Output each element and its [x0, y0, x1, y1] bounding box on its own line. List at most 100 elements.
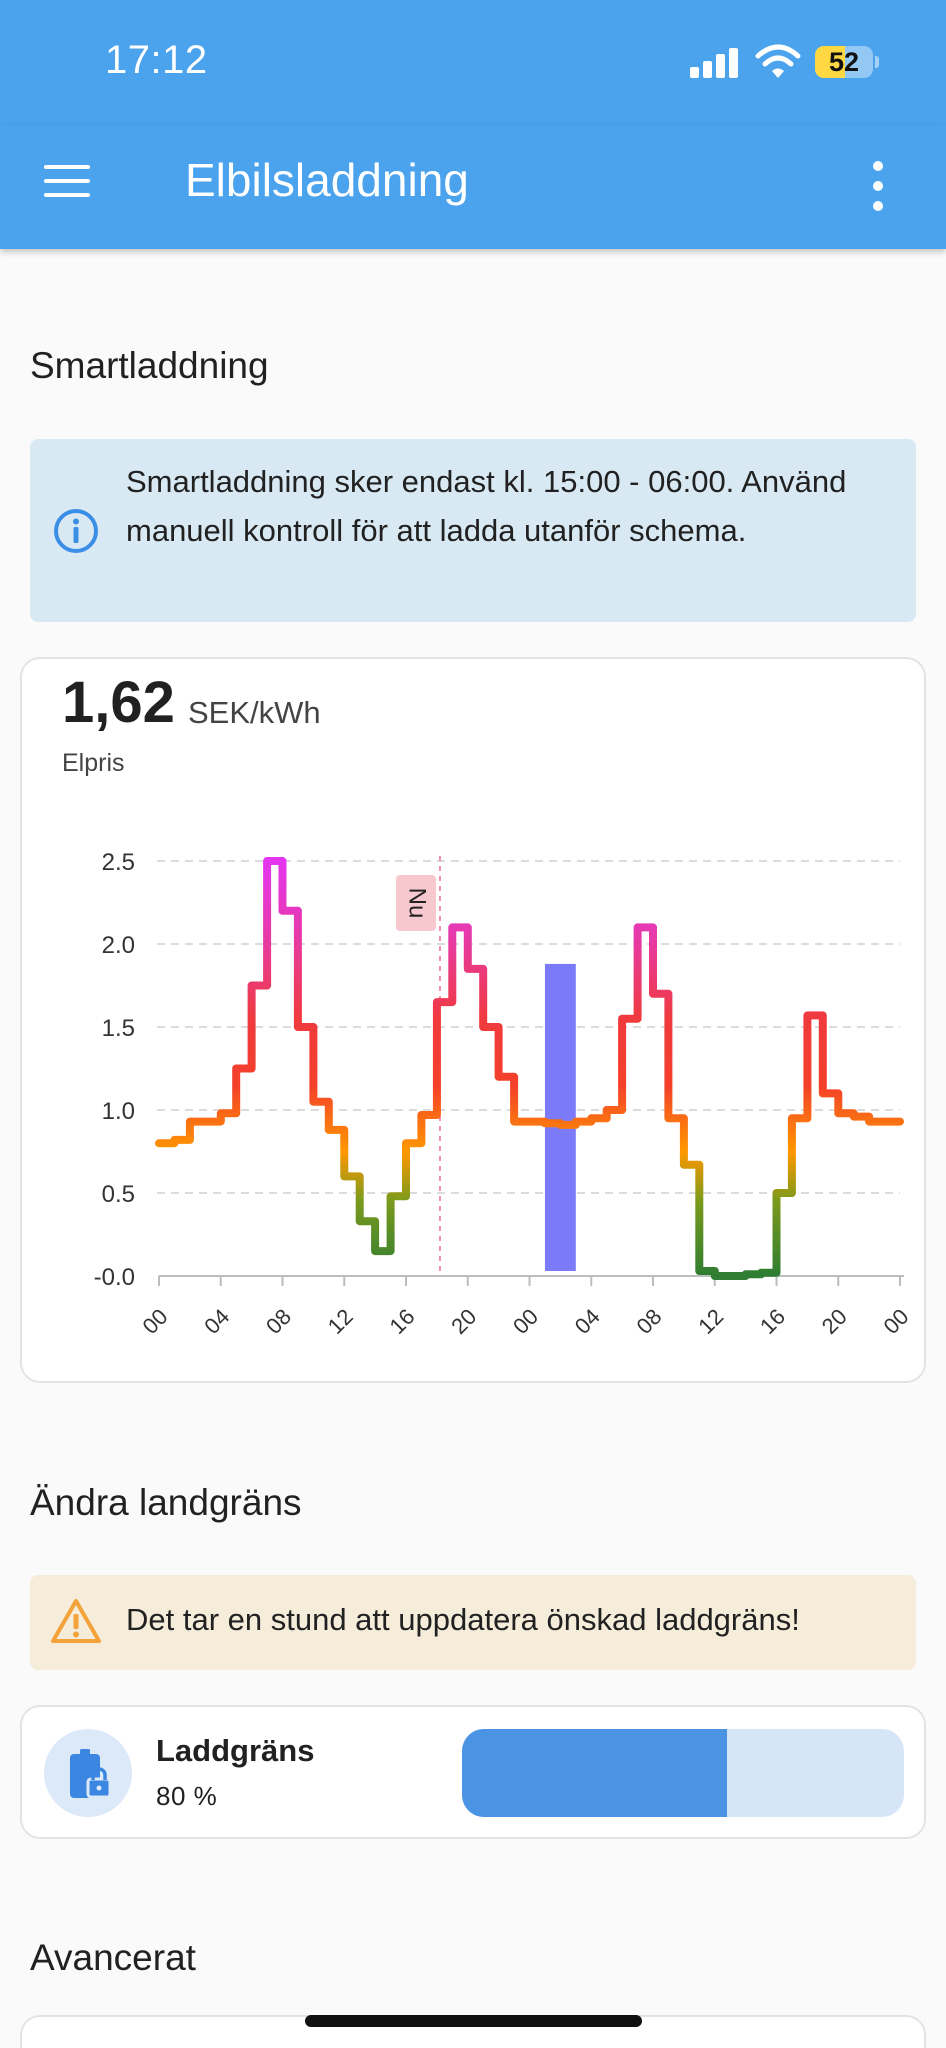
price-point	[552, 1122, 554, 1124]
price-point	[783, 1192, 785, 1194]
warning-alert: Det tar en stund att uppdatera önskad la…	[30, 1575, 916, 1670]
price-point	[721, 1275, 723, 1277]
x-tick-label: 08	[261, 1304, 296, 1339]
price-point	[474, 968, 476, 970]
price-point	[336, 1129, 338, 1131]
price-point	[629, 1018, 631, 1020]
price-point	[382, 1250, 384, 1252]
price-point	[691, 1164, 693, 1166]
warning-alert-text: Det tar en stund att uppdatera önskad la…	[126, 1602, 800, 1637]
charge-limit-slider[interactable]	[462, 1729, 904, 1817]
price-point	[490, 1026, 492, 1028]
price-point	[181, 1139, 183, 1141]
price-point	[428, 1114, 430, 1116]
now-marker-label: Nu	[404, 888, 431, 919]
status-bar: 17:12 52	[0, 0, 946, 125]
price-point	[320, 1101, 322, 1103]
x-tick-label: 12	[693, 1304, 728, 1339]
x-tick-label: 04	[570, 1304, 605, 1339]
price-point	[613, 1109, 615, 1111]
y-tick-label: 1.5	[102, 1015, 135, 1042]
info-icon	[54, 509, 98, 553]
y-tick-label: 0.5	[102, 1181, 135, 1208]
price-value: 1,62	[62, 670, 175, 735]
y-tick-label: 2.0	[102, 932, 135, 959]
more-vert-icon[interactable]	[860, 161, 896, 211]
price-point	[289, 910, 291, 912]
price-point	[444, 1001, 446, 1003]
price-point	[521, 1121, 523, 1123]
x-tick-label: 08	[632, 1304, 667, 1339]
price-series-line	[155, 857, 904, 1280]
hamburger-menu-icon[interactable]	[44, 165, 92, 205]
charge-limit-value: 80 %	[156, 1781, 218, 1811]
price-point	[845, 1112, 847, 1114]
price-point	[366, 1220, 368, 1222]
price-point	[675, 1117, 677, 1119]
price-point	[567, 1124, 569, 1126]
charge-limit-slider-fill	[462, 1729, 728, 1817]
price-point	[814, 1014, 816, 1016]
x-tick-label: 00	[879, 1304, 914, 1339]
x-tick-label: 12	[323, 1304, 358, 1339]
price-point	[212, 1121, 214, 1123]
page-title: Elbilsladdning	[185, 154, 469, 206]
price-label: Elpris	[62, 749, 125, 777]
price-point	[197, 1121, 199, 1123]
y-tick-label: 1.0	[102, 1098, 135, 1125]
price-point	[166, 1142, 168, 1144]
charging-block	[544, 963, 576, 1271]
x-tick-label: 16	[755, 1304, 790, 1339]
price-point	[876, 1121, 878, 1123]
y-tick-label: -0.0	[94, 1264, 135, 1291]
price-point	[536, 1121, 538, 1123]
battery-icon: 52	[815, 46, 879, 78]
price-point	[459, 926, 461, 928]
price-point	[243, 1068, 245, 1070]
price-point	[737, 1275, 739, 1277]
section-title-advanced: Avancerat	[30, 1937, 196, 1978]
price-point	[258, 985, 260, 987]
price-point	[305, 1026, 307, 1028]
charge-limit-label: Laddgräns	[156, 1733, 315, 1768]
x-tick-label: 00	[138, 1304, 173, 1339]
section-title-charge-limit: Ändra landgräns	[30, 1482, 302, 1523]
price-chart: 2.52.01.51.00.5-0.000 04 08 12 16 20 00 04 08 12 1…	[94, 849, 914, 1339]
x-tick-label: 04	[199, 1304, 234, 1339]
price-point	[752, 1273, 754, 1275]
price-point	[351, 1175, 353, 1177]
now-marker-badge	[395, 875, 436, 931]
price-point	[274, 860, 276, 862]
price-point	[644, 926, 646, 928]
x-tick-label: 20	[446, 1304, 481, 1339]
charge-limit-card[interactable]: Laddgräns 80 %	[20, 1705, 926, 1839]
price-unit: SEK/kWh	[188, 695, 321, 730]
app-bar: Elbilsladdning	[0, 125, 946, 249]
cellular-signal-icon	[690, 48, 740, 78]
price-point	[505, 1076, 507, 1078]
section-title-smart-charging: Smartladdning	[30, 345, 269, 386]
x-tick-label: 20	[817, 1304, 852, 1339]
x-tick-label: 16	[385, 1304, 420, 1339]
price-point	[583, 1121, 585, 1123]
warning-icon	[51, 1599, 101, 1643]
price-point	[891, 1121, 893, 1123]
price-point	[397, 1195, 399, 1197]
battery-lock-icon	[44, 1729, 132, 1817]
price-chart-card[interactable]: 1,62 SEK/kWh Elpris 2.5 2.0 1.5 1.0 0.5 -0.0 0…	[20, 657, 926, 1383]
price-point	[413, 1142, 415, 1144]
price-point	[227, 1112, 229, 1114]
info-alert-text: Smartladdning sker endast kl. 15:00 - 06…	[126, 464, 847, 548]
home-indicator	[305, 2015, 642, 2027]
price-point	[660, 993, 662, 995]
price-point	[860, 1116, 862, 1118]
battery-level: 52	[828, 47, 860, 77]
wifi-icon	[755, 44, 801, 78]
x-tick-label: 00	[508, 1304, 543, 1339]
price-point	[830, 1092, 832, 1094]
info-alert: Smartladdning sker endast kl. 15:00 - 06…	[30, 439, 916, 622]
y-tick-label: 2.5	[102, 849, 135, 876]
price-point	[799, 1117, 801, 1119]
status-time: 17:12	[105, 38, 208, 82]
price-point	[598, 1117, 600, 1119]
